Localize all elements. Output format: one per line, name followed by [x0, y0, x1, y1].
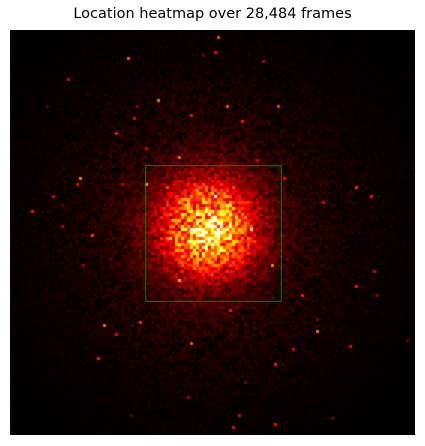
heatmap-overlay: [145, 165, 282, 302]
chart-title: Location heatmap over 28,484 frames: [73, 6, 352, 22]
heatmap-image: [10, 30, 415, 435]
region-of-interest-box: [145, 165, 282, 302]
